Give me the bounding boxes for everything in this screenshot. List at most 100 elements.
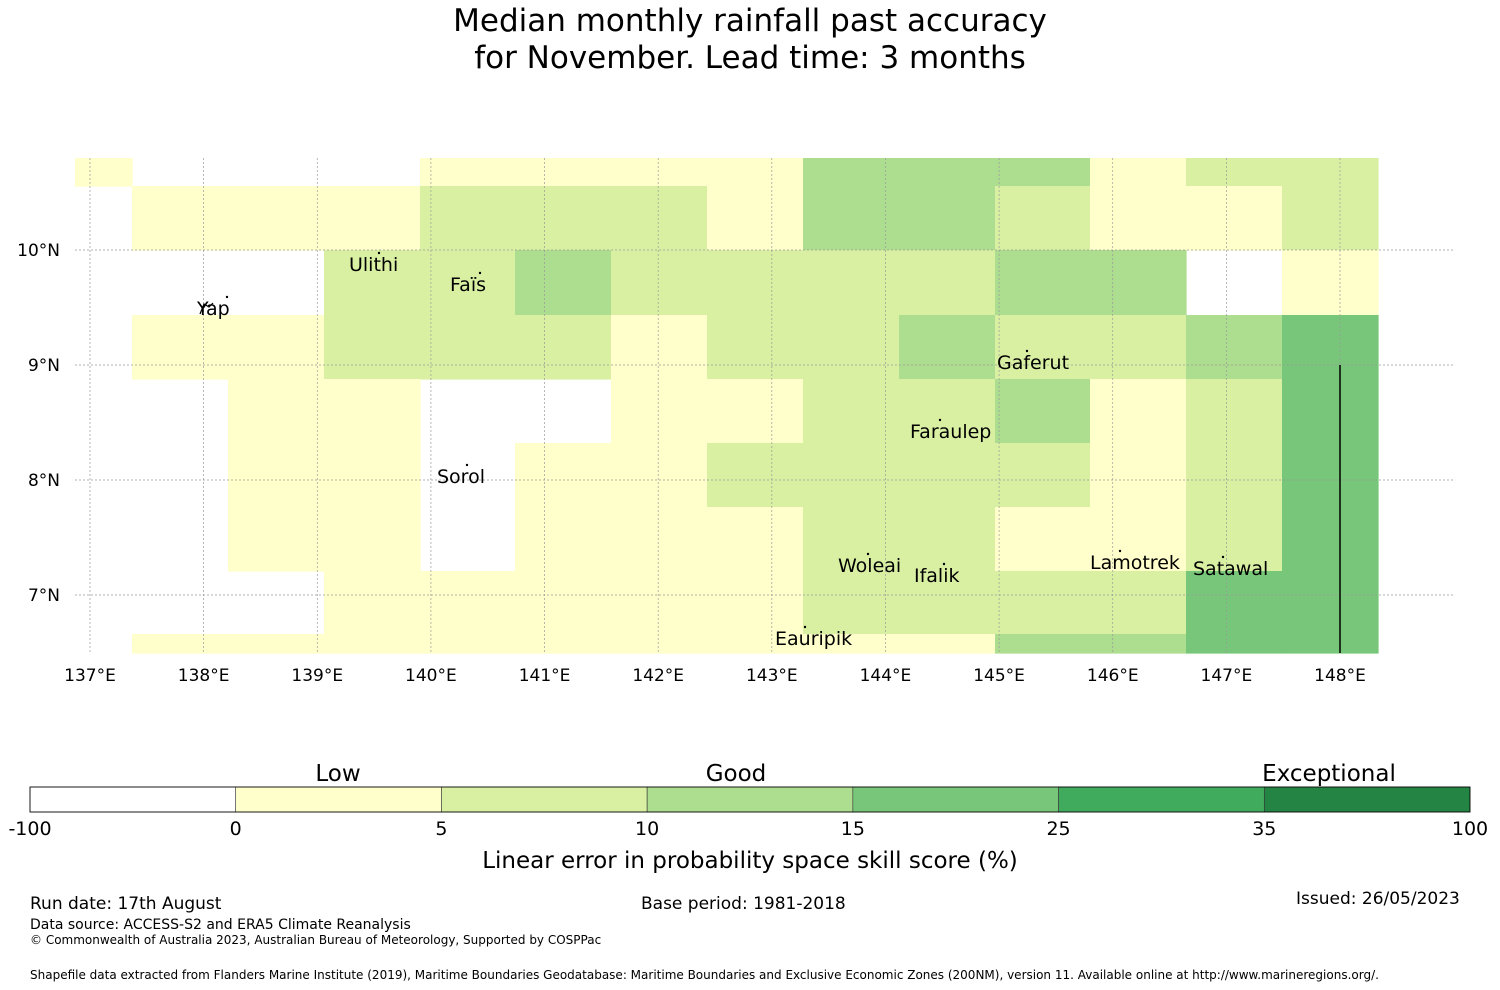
grid-cell <box>324 634 421 654</box>
grid-cell <box>611 379 708 444</box>
base-period: Base period: 1981-2018 <box>641 894 846 914</box>
grid-cell <box>132 186 229 251</box>
grid-cell <box>611 634 708 654</box>
issued-date: Issued: 26/05/2023 <box>1296 889 1460 909</box>
grid-cell <box>515 507 612 572</box>
colorbar-legend: -100 0 5 10 15 25 35 100 Low Good Exceptional Linea… <box>8 761 1488 874</box>
grid-cell <box>1090 571 1187 635</box>
grid-cell <box>707 315 804 380</box>
island-label: Satawal <box>1193 558 1268 580</box>
island-dot <box>938 418 942 422</box>
colorbar-tick-label: 10 <box>635 818 659 840</box>
grid-cell <box>1282 158 1379 187</box>
colorbar-segment <box>646 786 854 813</box>
grid-cell <box>1186 158 1283 187</box>
x-tick-label: 141°E <box>519 666 571 686</box>
grid-cell <box>707 379 804 444</box>
grid-cell <box>995 158 1091 187</box>
grid-cell <box>1090 250 1187 316</box>
grid-cell <box>611 315 708 380</box>
grid-cell <box>707 507 804 572</box>
map-title-line-2: for November. Lead time: 3 months <box>474 40 1026 76</box>
grid-cell <box>515 443 612 508</box>
grid-cell <box>899 507 996 572</box>
x-tick-label: 145°E <box>973 666 1025 686</box>
grid-cell <box>1282 443 1379 508</box>
grid-cell <box>324 315 421 380</box>
y-tick-label: 7°N <box>28 586 60 606</box>
grid-cell <box>1090 507 1187 572</box>
grid-cell <box>228 379 325 444</box>
x-tick-label: 144°E <box>860 666 912 686</box>
grid-cell <box>420 634 516 654</box>
grid-cell <box>1282 507 1379 572</box>
island-dot <box>478 271 482 275</box>
grid-cell <box>803 379 900 444</box>
island-dot <box>225 295 229 299</box>
grid-cell <box>1186 443 1283 508</box>
colorbar-tick-label: 5 <box>435 818 447 840</box>
grid-cell <box>1282 315 1379 380</box>
grid-cell <box>995 634 1091 654</box>
map-title-line-1: Median monthly rainfall past accuracy <box>453 3 1047 39</box>
grid-cell <box>803 634 900 654</box>
grid-cell <box>324 186 421 251</box>
grid-cell <box>707 158 804 187</box>
grid-cell <box>420 158 516 187</box>
island-dot <box>1025 349 1029 353</box>
grid-cell <box>132 315 229 380</box>
island-label: Faraulep <box>910 421 991 443</box>
grid-cell <box>1282 250 1379 316</box>
grid-cell <box>899 250 996 316</box>
run-date: Run date: 17th August <box>30 894 222 914</box>
copyright-notice: © Commonwealth of Australia 2023, Austra… <box>30 933 602 947</box>
grid-cell <box>1186 634 1283 654</box>
grid-cell <box>228 443 325 508</box>
grid-cell <box>995 315 1091 380</box>
grid-cell <box>324 571 421 635</box>
grid-cell <box>1186 379 1283 444</box>
grid-cell <box>1090 379 1187 444</box>
island-dot <box>465 463 469 467</box>
grid-cell <box>803 250 900 316</box>
island-label: Lamotrek <box>1090 552 1180 574</box>
colorbar-category-label: Exceptional <box>1262 761 1396 787</box>
colorbar-tick-label: -100 <box>8 818 51 840</box>
island-label: Woleai <box>838 555 901 577</box>
map-gridlines <box>75 158 1455 653</box>
grid-cell <box>420 186 516 251</box>
colorbar-tick-label: 15 <box>841 818 865 840</box>
grid-cell <box>515 186 612 251</box>
grid-cell <box>707 634 804 654</box>
island-dot <box>803 625 807 629</box>
colorbar-segment <box>1058 786 1265 813</box>
grid-cell <box>1282 379 1379 444</box>
grid-cell <box>228 507 325 572</box>
grid-cell <box>611 186 708 251</box>
y-tick-label: 10°N <box>17 241 60 261</box>
colorbar-segment <box>441 786 648 813</box>
grid-cell <box>803 571 900 635</box>
grid-cell <box>899 186 996 251</box>
grid-cell <box>324 250 421 316</box>
grid-cell <box>420 571 516 635</box>
x-tick-label: 138°E <box>178 666 230 686</box>
grid-cell <box>1090 158 1187 187</box>
grid-cell <box>611 507 708 572</box>
grid-cell <box>1186 315 1283 380</box>
x-tick-label: 147°E <box>1201 666 1253 686</box>
grid-cell <box>995 379 1091 444</box>
x-tick-label: 140°E <box>405 666 457 686</box>
grid-cell <box>611 443 708 508</box>
grid-cell <box>324 443 421 508</box>
grid-cell <box>899 158 996 187</box>
x-tick-label: 143°E <box>746 666 798 686</box>
grid-cell <box>899 634 996 654</box>
x-tick-label: 142°E <box>632 666 684 686</box>
map-axes: 137°E 138°E 139°E 140°E 141°E 142°E 143°E 144°E… <box>17 241 1366 686</box>
colorbar-segment <box>852 786 1059 813</box>
grid-cell <box>707 250 804 316</box>
grid-cell <box>995 250 1091 316</box>
island-dot <box>1221 555 1225 559</box>
data-source: Data source: ACCESS-S2 and ERA5 Climate … <box>30 917 411 933</box>
